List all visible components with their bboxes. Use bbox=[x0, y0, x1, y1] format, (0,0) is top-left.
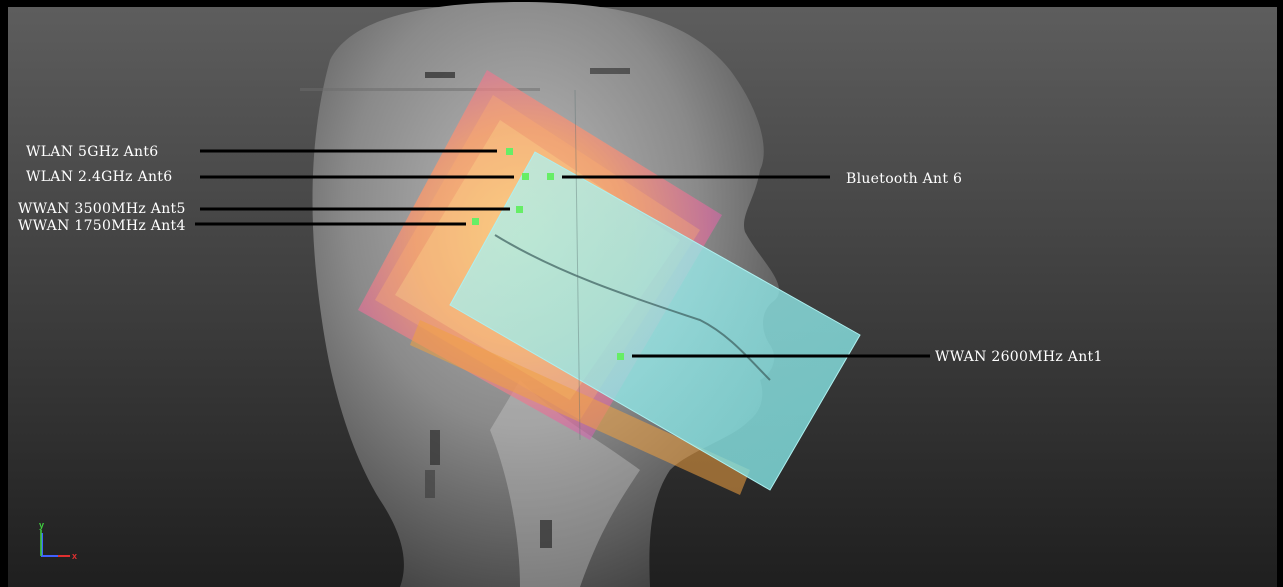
leader-lines bbox=[195, 149, 930, 358]
feed-point-wwan-1750[interactable] bbox=[472, 218, 479, 225]
phone-model bbox=[449, 89, 861, 491]
feed-point-wwan-2600[interactable] bbox=[617, 353, 624, 360]
feed-point-wwan-3500[interactable] bbox=[516, 206, 523, 213]
label-wwan-3500: WWAN 3500MHz Ant5 bbox=[18, 201, 186, 217]
label-bluetooth: Bluetooth Ant 6 bbox=[846, 171, 962, 187]
feed-point-bluetooth[interactable] bbox=[547, 173, 554, 180]
label-wlan-24ghz: WLAN 2.4GHz Ant6 bbox=[26, 169, 172, 185]
frame-right-border bbox=[1277, 0, 1283, 587]
label-wwan-2600: WWAN 2600MHz Ant1 bbox=[935, 349, 1103, 365]
feed-points bbox=[472, 148, 624, 360]
axis-y-label: y bbox=[39, 520, 44, 530]
label-wlan-5ghz: WLAN 5GHz Ant6 bbox=[26, 144, 158, 160]
feed-point-wlan-24ghz[interactable] bbox=[522, 173, 529, 180]
axis-triad-icon: y x bbox=[39, 520, 77, 561]
frame-top-border bbox=[0, 0, 1283, 7]
antenna-labels: WLAN 5GHz Ant6 WLAN 2.4GHz Ant6 WWAN 350… bbox=[18, 144, 1103, 365]
axis-x-label: x bbox=[72, 551, 77, 561]
label-wwan-1750: WWAN 1750MHz Ant4 bbox=[18, 218, 186, 234]
frame-left-border bbox=[0, 0, 8, 587]
feed-point-wlan-5ghz[interactable] bbox=[506, 148, 513, 155]
